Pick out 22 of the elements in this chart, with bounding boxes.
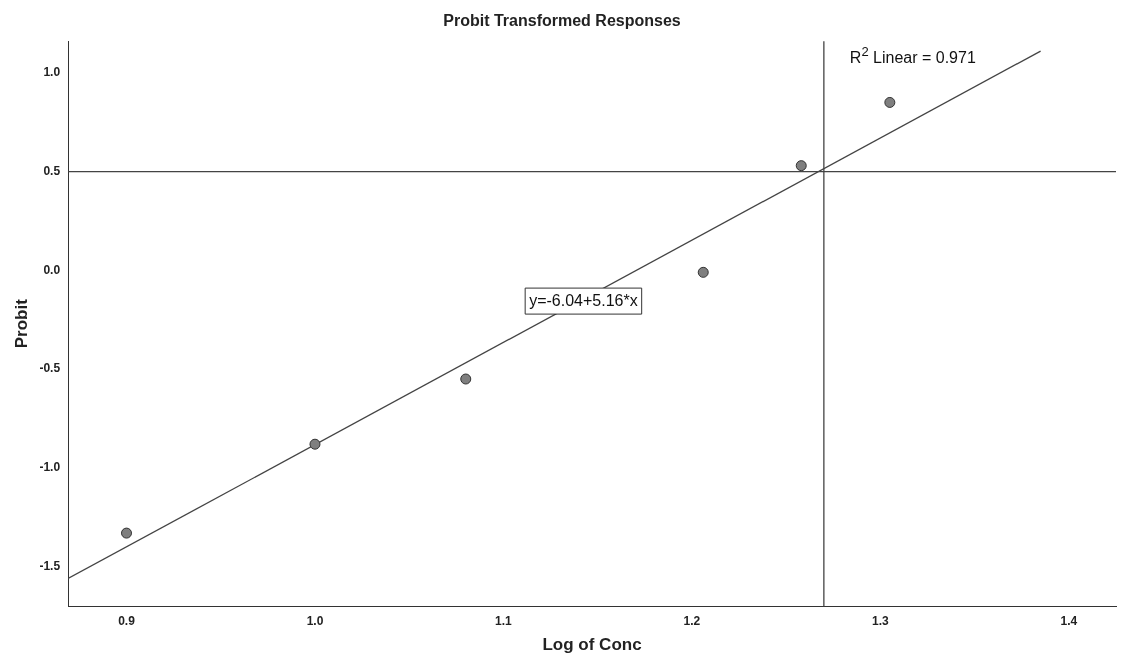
point — [460, 373, 472, 385]
x-tick-label: 1.0 — [306, 613, 324, 628]
chart-title: Probit Transformed Responses — [443, 12, 681, 30]
x-tick-label: 1.1 — [495, 613, 513, 628]
point — [121, 527, 133, 539]
y-tick-label: -0.5 — [39, 361, 61, 376]
point — [309, 438, 321, 450]
y-tick-label: -1.5 — [39, 559, 61, 573]
x-tick-label: 1.4 — [1060, 613, 1078, 628]
y-tick-label: 0.5 — [43, 163, 61, 178]
y-tick-label: -1.0 — [39, 460, 61, 475]
x-tick-label: 0.9 — [118, 613, 136, 628]
x-axis-title: Log of Conc — [542, 635, 642, 655]
point — [884, 96, 896, 108]
y-tick-label: 0.0 — [43, 262, 61, 277]
x-tick-label: 1.2 — [683, 613, 701, 628]
point — [795, 160, 807, 172]
y-axis-title: Probit — [11, 298, 31, 349]
x-tick-label: 1.3 — [872, 613, 890, 628]
y-tick-label: 1.0 — [43, 65, 61, 80]
annotation: y=-6.04+5.16*x — [529, 291, 638, 309]
point — [697, 266, 709, 278]
